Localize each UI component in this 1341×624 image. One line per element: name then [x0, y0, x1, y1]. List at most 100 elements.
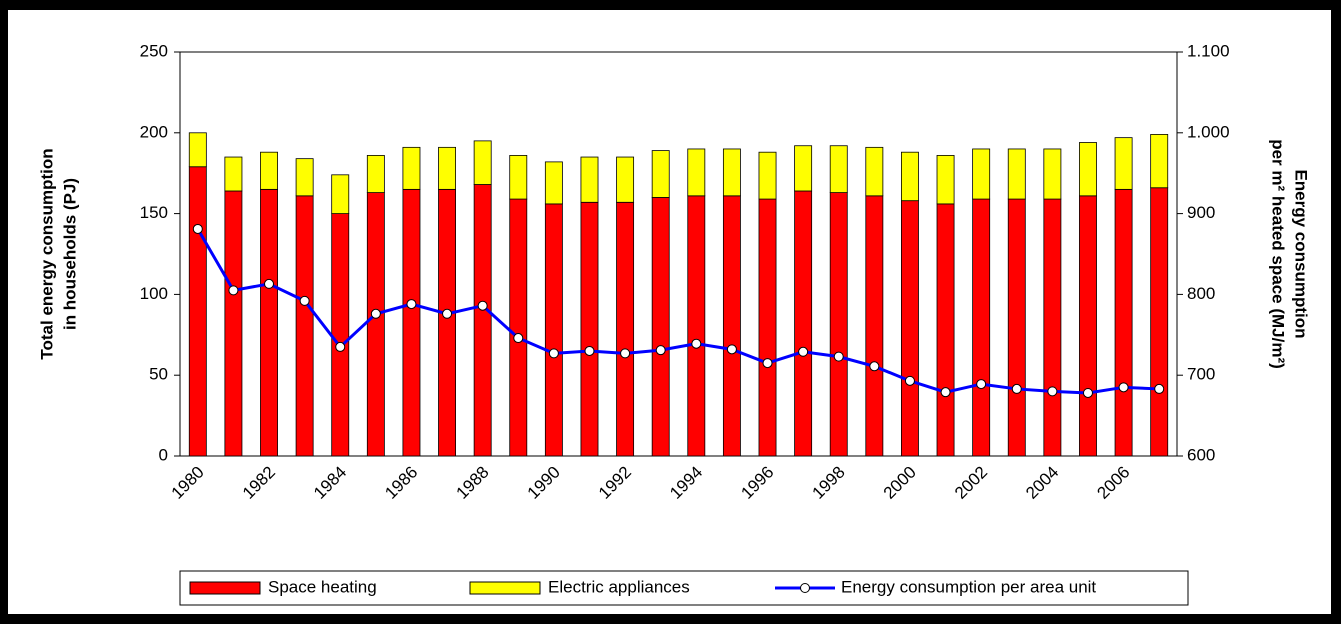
- line-marker: [869, 361, 880, 372]
- y-axis-title: Total energy consumption: [37, 148, 56, 359]
- y2-tick-label: 1.100: [1187, 41, 1230, 60]
- y-tick-label: 100: [140, 284, 168, 303]
- bar-segment: [438, 146, 456, 190]
- line-marker: [655, 345, 666, 356]
- line-marker: [228, 285, 239, 296]
- bar-segment: [616, 156, 635, 203]
- line-marker: [370, 308, 381, 319]
- bar-segment: [295, 158, 314, 197]
- bar-segment: [188, 132, 207, 168]
- bar-segment: [651, 197, 670, 457]
- line: [196, 228, 1160, 395]
- bar-segment: [901, 151, 919, 202]
- bar-segment: [366, 192, 385, 457]
- bar-segment: [580, 156, 599, 203]
- bar-segment: [794, 190, 813, 457]
- plot-area: [179, 51, 1178, 457]
- legend-swatch: [189, 581, 261, 595]
- bar-segment: [794, 145, 813, 192]
- bar-segment: [509, 155, 528, 200]
- bar-segment: [1150, 134, 1169, 189]
- y2-tick-label: 700: [1187, 365, 1215, 384]
- line-marker: [406, 299, 417, 310]
- bar-segment: [473, 140, 492, 185]
- y2-tick-label: 1.000: [1187, 122, 1230, 141]
- bar-segment: [402, 188, 421, 457]
- bar-segment: [1114, 137, 1133, 190]
- bar-segment: [1079, 195, 1097, 457]
- y2-axis-title: per m² heated space (MJ/m²): [1269, 139, 1288, 369]
- bar-segment: [1007, 198, 1026, 457]
- legend: Space heating Electric appliances Energy c…: [179, 570, 1189, 606]
- bar-segment: [295, 195, 314, 457]
- bar-segment: [722, 195, 741, 457]
- y-tick-label: 0: [159, 445, 168, 464]
- bar-segment: [1114, 188, 1133, 457]
- bar-segment: [260, 151, 278, 190]
- bar-segment: [260, 188, 278, 457]
- bar-segment: [1043, 198, 1062, 457]
- line-marker: [620, 348, 631, 359]
- bar-segment: [224, 156, 243, 192]
- bar-segment: [972, 148, 991, 200]
- bar-segment: [509, 198, 528, 457]
- bar-segment: [473, 184, 492, 457]
- y2-tick-label: 800: [1187, 284, 1215, 303]
- line-marker: [833, 351, 844, 362]
- line-marker: [904, 375, 915, 386]
- bar-segment: [1150, 187, 1169, 457]
- bar-segment: [402, 146, 421, 190]
- line-marker: [798, 346, 809, 357]
- legend-label: Electric appliances: [548, 577, 690, 596]
- bar-segment: [687, 195, 706, 457]
- line-marker: [1118, 382, 1129, 393]
- bar-segment: [224, 190, 243, 457]
- bar-segment: [936, 155, 955, 205]
- y-tick-label: 150: [140, 203, 168, 222]
- y2-tick-label: 600: [1187, 445, 1215, 464]
- legend-swatch: [469, 581, 541, 595]
- legend-box: [179, 570, 1189, 606]
- y-tick-label: 250: [140, 41, 168, 60]
- bar-segment: [829, 145, 848, 193]
- legend-marker: [800, 583, 810, 593]
- line-marker: [762, 358, 773, 369]
- y-tick-label: 200: [140, 122, 168, 141]
- bar-segment: [972, 198, 991, 457]
- y-tick-label: 50: [149, 365, 168, 384]
- line-marker: [940, 387, 951, 398]
- bar-segment: [865, 195, 884, 457]
- line-marker: [726, 344, 737, 355]
- line-marker: [548, 348, 559, 359]
- bar-segment: [651, 150, 670, 198]
- bar-segment: [865, 146, 884, 197]
- bar-segment: [438, 188, 456, 457]
- line-marker: [1047, 386, 1058, 397]
- bar-segment: [331, 174, 350, 214]
- y2-tick-label: 900: [1187, 203, 1215, 222]
- line-marker: [477, 300, 488, 311]
- bar-segment: [936, 203, 955, 457]
- line-marker: [335, 341, 346, 352]
- line-marker: [691, 338, 702, 349]
- bar-segment: [616, 201, 635, 457]
- bar-segment: [687, 148, 706, 197]
- line-marker: [299, 295, 310, 306]
- line-marker: [442, 308, 453, 319]
- y2-axis-title: Energy consumption: [1292, 169, 1311, 338]
- bar-segment: [580, 201, 599, 457]
- bar-segment: [1043, 148, 1062, 200]
- y-axis-title: in households (PJ): [60, 178, 79, 330]
- bar-segment: [1079, 142, 1097, 197]
- line-marker: [1154, 383, 1165, 394]
- legend-label: Space heating: [268, 577, 377, 596]
- line-marker: [1082, 387, 1093, 398]
- line-marker: [1011, 383, 1022, 394]
- bar-segment: [1007, 148, 1026, 200]
- bar-segment: [544, 161, 563, 205]
- line-marker: [513, 333, 524, 344]
- bar-segment: [758, 151, 777, 200]
- bar-segment: [758, 198, 777, 457]
